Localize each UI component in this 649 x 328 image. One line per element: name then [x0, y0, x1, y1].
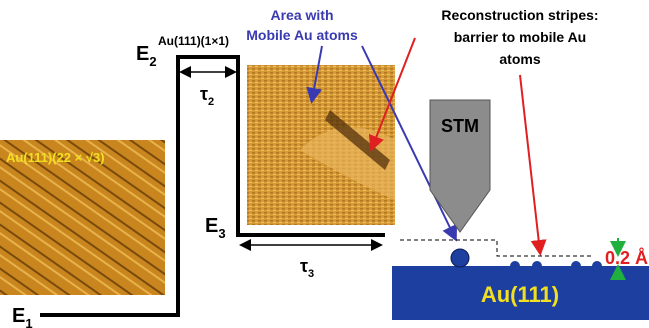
surface-1x1-label: Au(111)(1×1) — [158, 34, 229, 48]
mobile-atom — [451, 249, 469, 267]
area-label: Area with — [270, 7, 333, 23]
tau2-label: τ2 — [200, 84, 214, 108]
stripe-bump — [510, 261, 520, 271]
tau3-label: τ3 — [300, 256, 314, 280]
height-label: 0.2 Å — [605, 248, 648, 268]
barrier-arrow — [520, 75, 540, 252]
reconstruction-label: barrier to mobile Au — [454, 29, 587, 45]
surface-label: Au(111)(22 × √3) — [6, 150, 105, 165]
area-label: Mobile Au atoms — [246, 27, 358, 43]
e1-label: E1 — [12, 305, 33, 328]
stripe-bump — [571, 261, 581, 271]
e2-label: E2 — [136, 43, 157, 69]
stripe-bump — [532, 261, 542, 271]
reconstruction-label: Reconstruction stripes: — [441, 7, 598, 23]
tip-label: STM — [441, 116, 479, 136]
e3-label: E3 — [205, 215, 226, 241]
height-profile — [400, 240, 592, 256]
diagram: Au(111)(22 × √3) E2 Au(111)(1×1) τ2 E3 τ… — [0, 0, 649, 328]
stripe-bump — [592, 261, 602, 271]
substrate-label: Au(111) — [481, 282, 559, 307]
reconstruction-label: atoms — [499, 51, 540, 67]
